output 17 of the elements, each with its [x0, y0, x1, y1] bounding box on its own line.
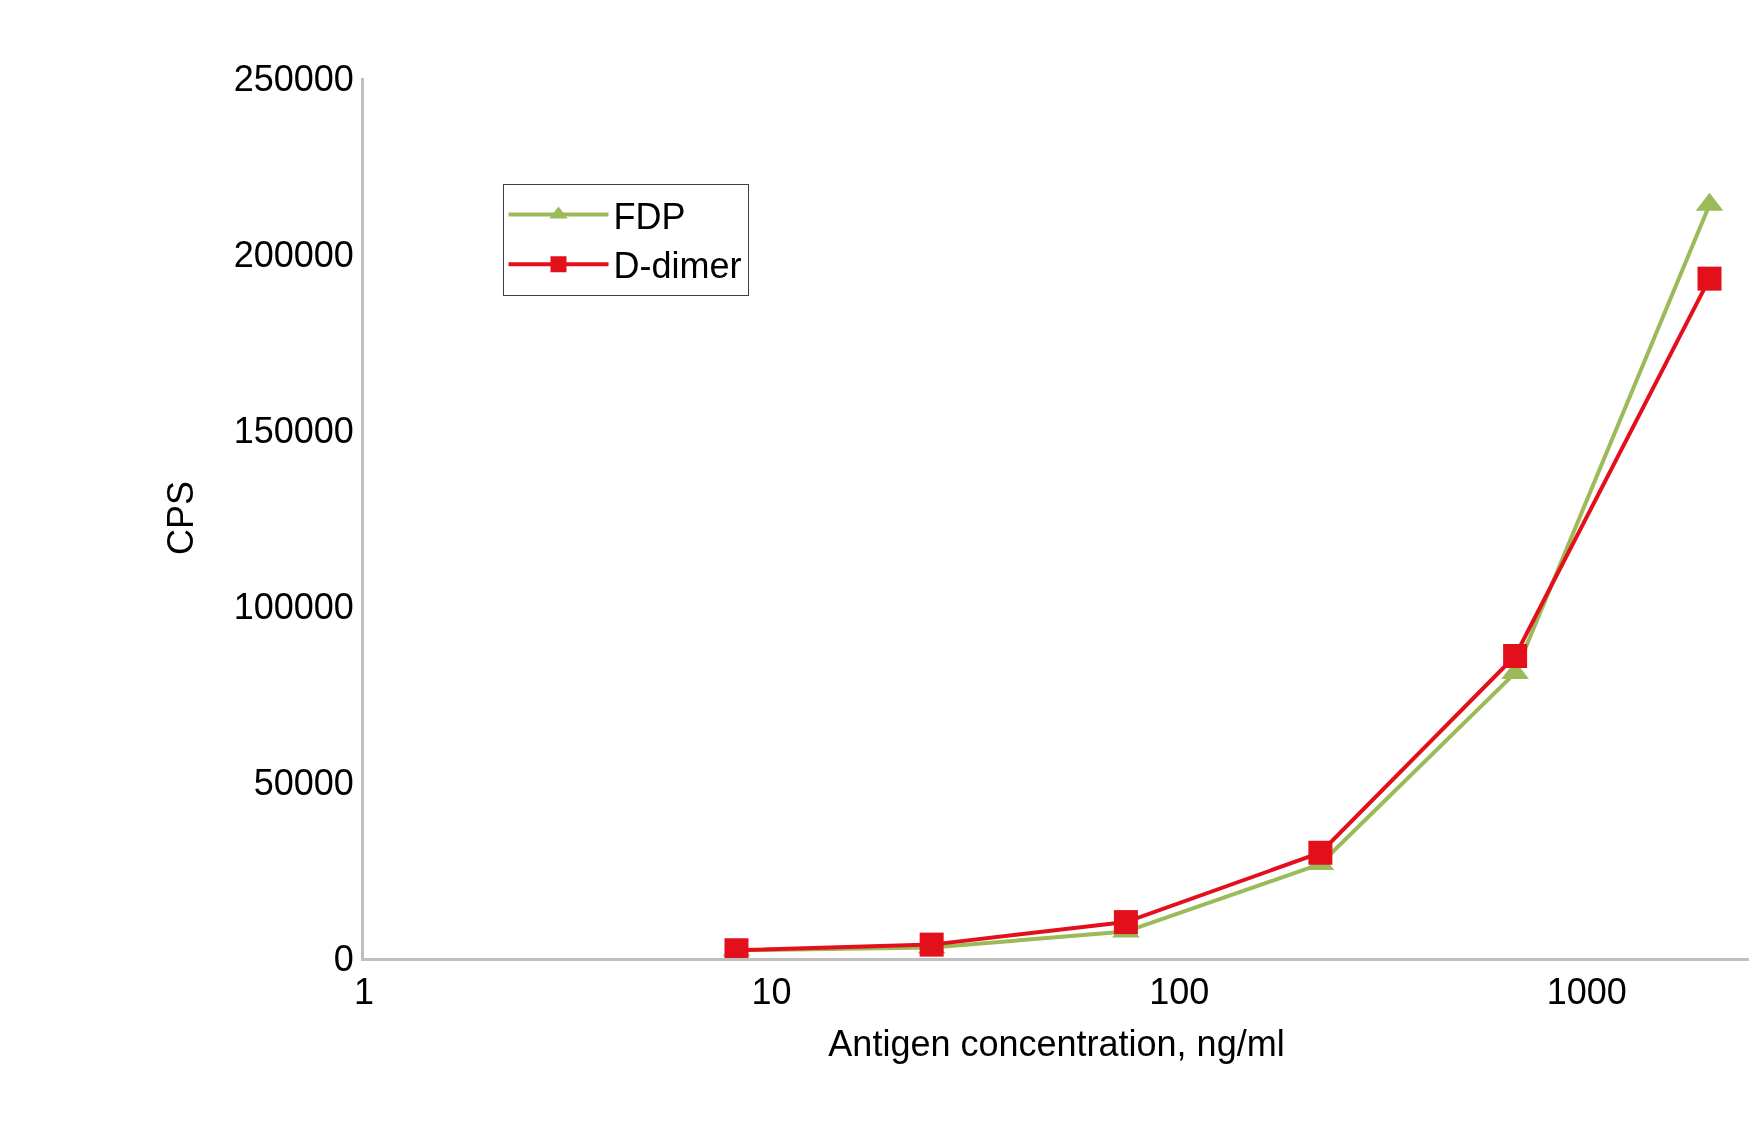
point: [1503, 643, 1528, 668]
y-tick-label: 250000: [233, 57, 354, 99]
x-tick-label: 1000: [1546, 971, 1627, 1013]
y-tick-label: 100000: [233, 585, 354, 627]
y-tick-label: 150000: [233, 409, 354, 451]
y-tick-label: 200000: [233, 233, 354, 275]
y-axis-title: CPS: [159, 480, 201, 556]
legend-label: FDP: [613, 195, 686, 237]
y-tick-label: 0: [333, 937, 354, 979]
x-axis-title: Antigen concentration, ng/ml: [828, 1022, 1285, 1064]
x-tick-label: 1: [353, 971, 375, 1013]
point: [1308, 840, 1333, 865]
legend-label: D-dimer: [613, 245, 742, 287]
y-tick-label: 50000: [253, 761, 354, 803]
point: [1113, 910, 1138, 935]
x-tick-label: 100: [1149, 971, 1210, 1013]
x-tick-label: 10: [751, 971, 792, 1013]
